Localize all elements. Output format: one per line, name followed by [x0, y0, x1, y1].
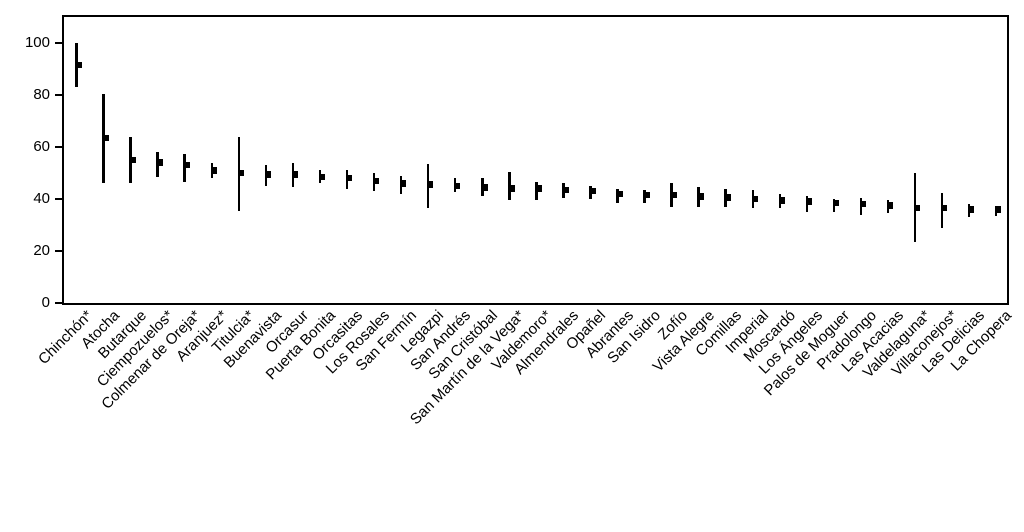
- point-estimate-marker: [508, 185, 515, 192]
- errorbar-chart-figure: 0 20 40 60 80 100 Chinchón* Atocha Butarque Ciem…: [24, 15, 1016, 429]
- point-estimate-marker: [481, 184, 488, 191]
- point-estimate-marker: [372, 177, 380, 185]
- point-estimate-marker: [562, 186, 569, 194]
- point-estimate-marker: [318, 173, 326, 181]
- y-tick-label: 80: [33, 86, 50, 103]
- y-tick-label: 40: [33, 190, 50, 207]
- point-estimate-marker: [129, 156, 136, 164]
- y-tick-mark: [55, 94, 62, 96]
- point-estimate-marker: [291, 171, 299, 178]
- point-estimate-marker: [940, 204, 948, 212]
- point-estimate-marker: [859, 200, 867, 208]
- plot-frame: [62, 15, 1009, 305]
- point-estimate-marker: [426, 181, 434, 188]
- y-tick-mark: [55, 146, 62, 148]
- point-estimate-marker: [156, 159, 163, 166]
- point-estimate-marker: [183, 161, 190, 169]
- point-estimate-marker: [886, 202, 894, 209]
- y-tick-mark: [55, 198, 62, 200]
- point-estimate-marker: [751, 195, 758, 203]
- point-estimate-marker: [994, 206, 1002, 213]
- point-estimate-marker: [210, 167, 217, 174]
- point-estimate-marker: [453, 182, 461, 190]
- point-estimate-marker: [832, 199, 840, 207]
- point-estimate-marker: [778, 197, 786, 204]
- point-estimate-marker: [399, 180, 407, 187]
- point-estimate-marker: [264, 171, 272, 178]
- point-estimate-marker: [697, 193, 704, 200]
- point-estimate-marker: [616, 190, 623, 198]
- point-estimate-marker: [670, 191, 677, 199]
- point-estimate-marker: [967, 206, 975, 213]
- point-estimate-marker: [345, 174, 353, 182]
- y-tick-mark: [55, 42, 62, 44]
- point-estimate-marker: [805, 198, 813, 205]
- y-tick-mark: [55, 250, 62, 252]
- point-estimate-marker: [102, 134, 109, 142]
- y-tick-label: 0: [41, 294, 50, 311]
- point-estimate-marker: [913, 204, 921, 212]
- point-estimate-marker: [237, 169, 245, 177]
- y-tick-label: 20: [33, 242, 50, 259]
- point-estimate-marker: [75, 61, 82, 69]
- y-tick-mark: [55, 302, 62, 304]
- point-estimate-marker: [535, 185, 542, 192]
- point-estimate-marker: [643, 191, 650, 199]
- y-tick-label: 100: [24, 34, 50, 51]
- point-estimate-marker: [724, 194, 731, 201]
- point-estimate-marker: [589, 187, 596, 195]
- y-tick-label: 60: [33, 138, 50, 155]
